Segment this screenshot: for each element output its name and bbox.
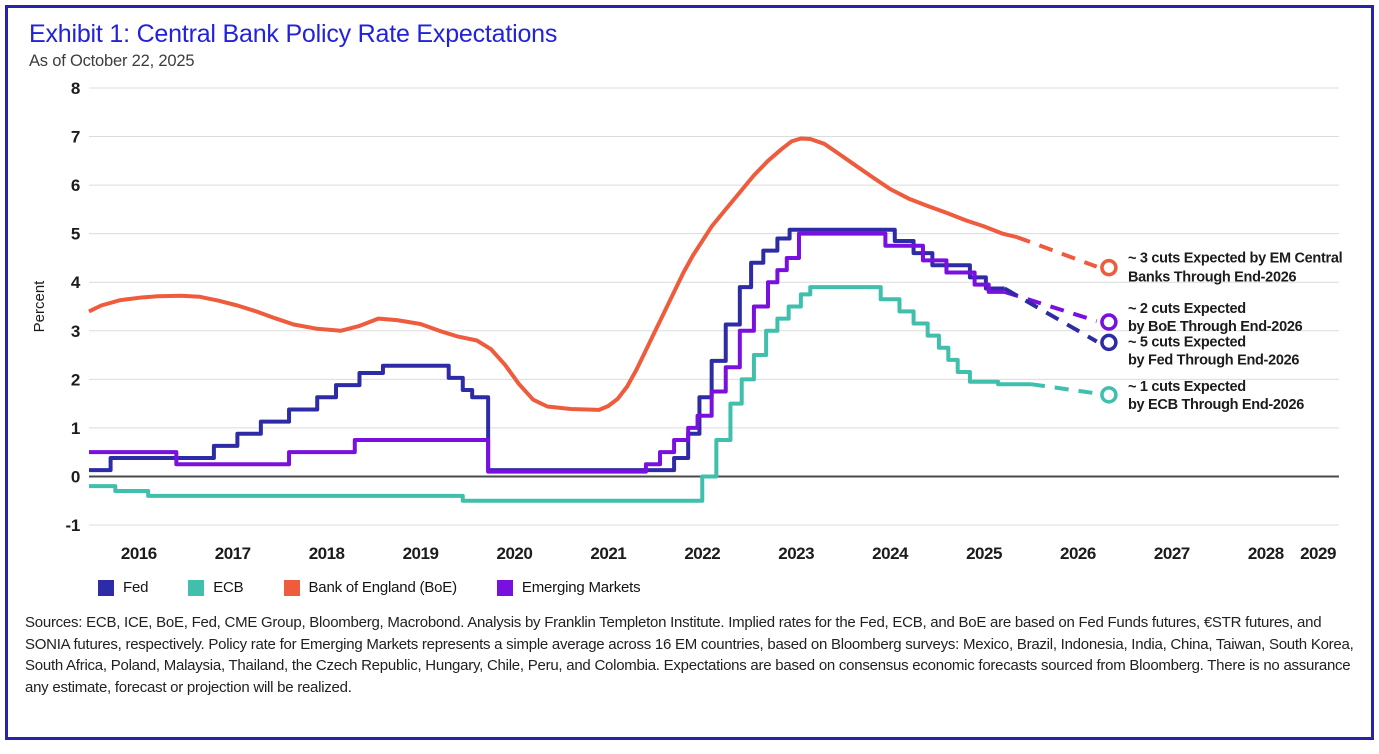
legend-item-fed: Fed [98, 579, 148, 596]
svg-text:2: 2 [71, 370, 80, 389]
sources-footnote: Sources: ECB, ICE, BoE, Fed, CME Group, … [25, 614, 1354, 696]
annotation-label: by BoE Through End-2026 [1128, 319, 1303, 335]
svg-text:2020: 2020 [497, 544, 533, 563]
svg-text:2017: 2017 [215, 544, 251, 563]
legend-item-em: Emerging Markets [496, 579, 641, 596]
svg-text:2022: 2022 [684, 544, 720, 563]
svg-text:2029: 2029 [1300, 544, 1336, 563]
svg-text:5: 5 [71, 225, 80, 244]
legend-item-boe: Bank of England (BoE) [283, 579, 458, 596]
em-swatch-icon [496, 579, 513, 596]
series-emerging-markets [89, 231, 1005, 474]
ecb-swatch-icon [188, 579, 205, 596]
x-axis-labels: 2016 2017 2018 2019 2020 2021 2022 2023 2024 2025… [121, 544, 1337, 563]
chart-legend: Fed ECB Bank of England (BoE) Emerging M… [98, 579, 1371, 596]
page-title: Exhibit 1: Central Bank Policy Rate Expe… [29, 20, 558, 48]
projection-end-marker [1100, 386, 1118, 404]
svg-text:6: 6 [71, 176, 80, 195]
annotation-label: by ECB Through End-2026 [1128, 397, 1304, 413]
series-bank-of-england-boe- [88, 136, 1018, 412]
svg-text:2016: 2016 [121, 544, 157, 563]
chart-header: Exhibit 1: Central Bank Policy Rate Expe… [8, 8, 1371, 71]
annotations: ~ 3 cuts Expected by EM Central Banks Thr… [1128, 251, 1343, 413]
gridlines [89, 87, 1339, 526]
svg-text:2021: 2021 [590, 544, 626, 563]
exhibit-frame: Exhibit 1: Central Bank Policy Rate Expe… [5, 5, 1374, 740]
annotation-label: ~ 1 cuts Expected [1128, 379, 1246, 395]
legend-item-ecb: ECB [188, 579, 244, 596]
svg-text:2023: 2023 [778, 544, 814, 563]
svg-text:2028: 2028 [1248, 544, 1284, 563]
legend-label: Fed [123, 579, 149, 596]
annotation-label: ~ 5 cuts Expected [1128, 334, 1246, 350]
legend-label: Emerging Markets [521, 579, 641, 596]
svg-text:2024: 2024 [872, 544, 909, 563]
svg-text:2027: 2027 [1154, 544, 1190, 563]
legend-label: Bank of England (BoE) [308, 579, 458, 596]
svg-text:1: 1 [71, 419, 80, 438]
projection-end-marker [1100, 258, 1118, 277]
series-ecb [89, 285, 1031, 503]
svg-text:2019: 2019 [403, 544, 439, 563]
svg-text:7: 7 [71, 128, 80, 147]
series-lines [88, 136, 1031, 503]
annotation-label: by Fed Through End-2026 [1128, 352, 1299, 368]
svg-text:3: 3 [71, 322, 80, 341]
annotation-label: Banks Through End-2026 [1128, 270, 1296, 286]
projection-lines [1003, 235, 1098, 396]
svg-text:2025: 2025 [966, 544, 1002, 563]
projection-end-marker [1100, 333, 1118, 352]
svg-text:-1: -1 [65, 516, 80, 535]
boe-swatch-icon [283, 579, 300, 596]
annotation-label: ~ 3 cuts Expected by EM Central [1128, 251, 1342, 267]
annotation-label: ~ 2 cuts Expected [1128, 301, 1246, 317]
series-fed [89, 227, 1005, 473]
end-markers [1100, 258, 1118, 404]
y-axis-title: Percent [31, 280, 48, 333]
as-of-date: As of October 22, 2025 [29, 52, 195, 70]
projection-end-marker [1100, 313, 1118, 331]
svg-text:2018: 2018 [309, 544, 345, 563]
svg-text:2026: 2026 [1060, 544, 1096, 563]
y-axis-labels: -1 0 1 2 3 4 5 6 7 8 [65, 79, 81, 535]
svg-text:8: 8 [71, 79, 80, 98]
svg-text:4: 4 [71, 273, 81, 292]
fed-swatch-icon [98, 579, 114, 596]
svg-text:0: 0 [71, 467, 80, 486]
legend-label: ECB [213, 579, 244, 596]
